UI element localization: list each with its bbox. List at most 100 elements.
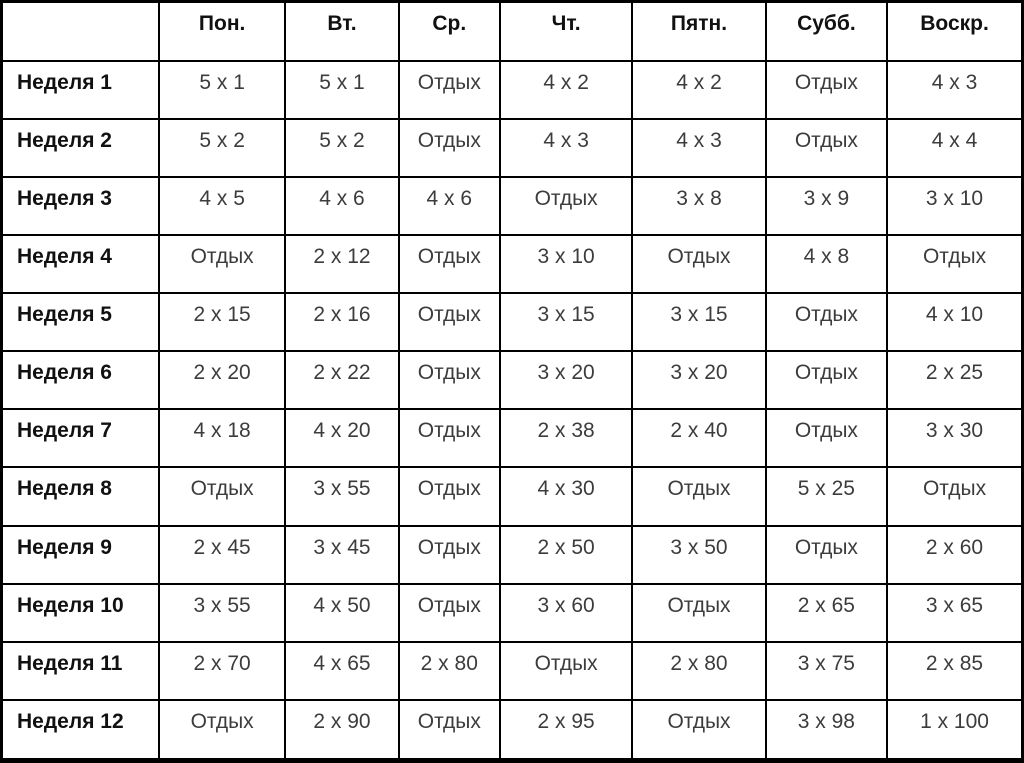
workout-cell: 2 x 60 [886, 524, 1024, 585]
rest-cell: Отдых [397, 233, 501, 295]
workout-cell: 3 x 9 [764, 175, 889, 236]
workout-cell: 2 x 95 [498, 699, 634, 762]
workout-cell: 3 x 65 [886, 582, 1024, 643]
rest-cell: Отдых [397, 524, 501, 585]
week-label: Неделя 6 [0, 350, 160, 411]
workout-cell: 2 x 38 [498, 408, 634, 469]
rest-cell: Отдых [498, 175, 634, 236]
workout-cell: 3 x 55 [157, 582, 287, 643]
rest-cell: Отдых [397, 350, 501, 411]
rest-cell: Отдых [764, 408, 889, 469]
workout-cell: 3 x 20 [498, 350, 634, 411]
workout-cell: 4 x 3 [498, 117, 634, 178]
workout-cell: 4 x 30 [498, 466, 634, 527]
rest-cell: Отдых [498, 640, 634, 702]
rest-cell: Отдых [631, 233, 767, 295]
workout-cell: 2 x 15 [157, 292, 287, 353]
week-label: Неделя 4 [0, 233, 160, 295]
rest-cell: Отдых [764, 292, 889, 353]
workout-cell: 4 x 3 [886, 59, 1024, 120]
week-label: Неделя 12 [0, 699, 160, 762]
workout-cell: 3 x 20 [631, 350, 767, 411]
week-label: Неделя 10 [0, 582, 160, 643]
rest-cell: Отдых [157, 466, 287, 527]
workout-cell: 3 x 50 [631, 524, 767, 585]
corner-cell [0, 0, 160, 62]
rest-cell: Отдых [157, 233, 287, 295]
week-label: Неделя 3 [0, 175, 160, 236]
table-row: Неделя 8 Отдых 3 x 55 Отдых 4 x 30 Отдых 5 x 2… [0, 466, 1024, 527]
day-header: Чт. [498, 0, 634, 62]
workout-cell: 3 x 10 [886, 175, 1024, 236]
workout-cell: 3 x 15 [498, 292, 634, 353]
rest-cell: Отдых [764, 59, 889, 120]
workout-cell: 2 x 80 [631, 640, 767, 702]
workout-cell: 4 x 6 [397, 175, 501, 236]
day-header: Ср. [397, 0, 501, 62]
workout-cell: 2 x 12 [284, 233, 400, 295]
week-label: Неделя 7 [0, 408, 160, 469]
rest-cell: Отдых [886, 466, 1024, 527]
rest-cell: Отдых [886, 233, 1024, 295]
week-label: Неделя 2 [0, 117, 160, 178]
workout-cell: 4 x 2 [631, 59, 767, 120]
workout-cell: 2 x 85 [886, 640, 1024, 702]
week-label: Неделя 8 [0, 466, 160, 527]
week-label: Неделя 5 [0, 292, 160, 353]
rest-cell: Отдых [631, 582, 767, 643]
rest-cell: Отдых [397, 59, 501, 120]
rest-cell: Отдых [397, 466, 501, 527]
workout-cell: 4 x 65 [284, 640, 400, 702]
week-label: Неделя 11 [0, 640, 160, 702]
workout-cell: 2 x 45 [157, 524, 287, 585]
table-row: Неделя 4 Отдых 2 x 12 Отдых 3 x 10 Отдых 4 x 8… [0, 233, 1024, 295]
workout-cell: 4 x 6 [284, 175, 400, 236]
workout-cell: 2 x 16 [284, 292, 400, 353]
workout-cell: 2 x 40 [631, 408, 767, 469]
workout-cell: 1 x 100 [886, 699, 1024, 762]
rest-cell: Отдых [397, 699, 501, 762]
rest-cell: Отдых [764, 350, 889, 411]
workout-cell: 2 x 50 [498, 524, 634, 585]
workout-cell: 3 x 45 [284, 524, 400, 585]
week-label: Неделя 1 [0, 59, 160, 120]
workout-cell: 2 x 80 [397, 640, 501, 702]
rest-cell: Отдых [764, 524, 889, 585]
workout-cell: 3 x 10 [498, 233, 634, 295]
rest-cell: Отдых [397, 408, 501, 469]
workout-cell: 3 x 15 [631, 292, 767, 353]
workout-cell: 4 x 5 [157, 175, 287, 236]
workout-cell: 4 x 50 [284, 582, 400, 643]
workout-cell: 4 x 10 [886, 292, 1024, 353]
day-header: Воскр. [886, 0, 1024, 62]
workout-cell: 3 x 55 [284, 466, 400, 527]
workout-cell: 5 x 1 [284, 59, 400, 120]
rest-cell: Отдых [397, 117, 501, 178]
workout-cell: 2 x 22 [284, 350, 400, 411]
day-header: Вт. [284, 0, 400, 62]
workout-cell: 2 x 20 [157, 350, 287, 411]
table-row: Неделя 10 3 x 55 4 x 50 Отдых 3 x 60 Отдых 2 x… [0, 582, 1024, 643]
workout-cell: 4 x 2 [498, 59, 634, 120]
workout-cell: 2 x 65 [764, 582, 889, 643]
workout-cell: 3 x 60 [498, 582, 634, 643]
header-row: Пон. Вт. Ср. Чт. Пятн. Субб. Воскр. [0, 0, 1024, 62]
workout-cell: 5 x 1 [157, 59, 287, 120]
workout-cell: 4 x 3 [631, 117, 767, 178]
day-header: Пон. [157, 0, 287, 62]
table-header: Пон. Вт. Ср. Чт. Пятн. Субб. Воскр. [0, 0, 1024, 62]
workout-cell: 3 x 98 [764, 699, 889, 762]
workout-cell: 4 x 20 [284, 408, 400, 469]
workout-cell: 3 x 30 [886, 408, 1024, 469]
workout-cell: 5 x 25 [764, 466, 889, 527]
workout-cell: 3 x 75 [764, 640, 889, 702]
workout-cell: 3 x 8 [631, 175, 767, 236]
rest-cell: Отдых [631, 699, 767, 762]
